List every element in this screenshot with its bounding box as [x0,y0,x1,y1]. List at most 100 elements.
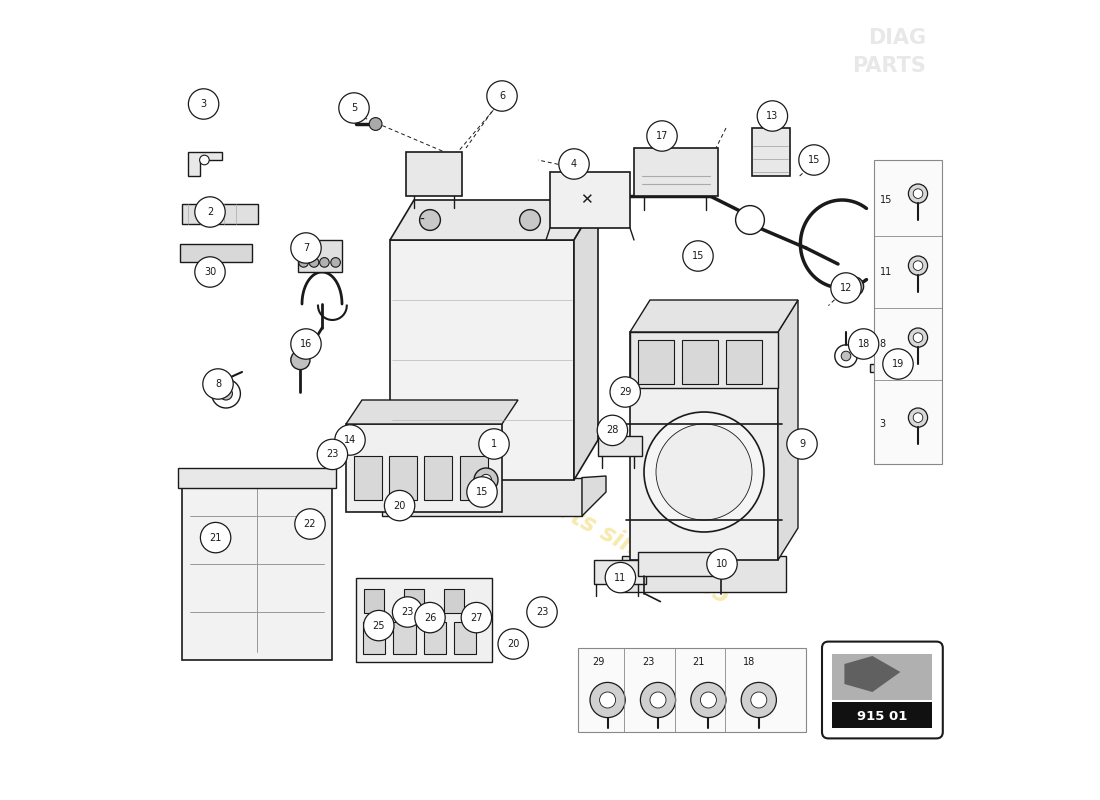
Text: 18: 18 [744,658,756,667]
Text: 18: 18 [858,339,870,349]
Bar [634,148,718,196]
Bar [346,424,502,512]
Circle shape [498,629,528,659]
Circle shape [559,149,590,179]
Circle shape [647,121,678,151]
Polygon shape [870,360,894,372]
Circle shape [656,424,752,520]
Bar [578,648,806,732]
Circle shape [842,351,850,361]
Polygon shape [574,200,598,480]
Circle shape [461,602,492,633]
Bar [354,456,382,500]
Circle shape [202,369,233,399]
Text: 8: 8 [214,379,221,389]
Circle shape [913,189,923,198]
Circle shape [913,413,923,422]
Text: 2: 2 [207,207,213,217]
Bar [180,244,252,262]
Text: ✕: ✕ [580,193,593,207]
Text: 23: 23 [402,607,414,617]
Circle shape [474,468,498,492]
Text: 6: 6 [499,91,505,101]
Bar [406,152,462,196]
Text: 20: 20 [507,639,519,649]
Text: 29: 29 [592,658,604,667]
Text: 11: 11 [880,267,892,277]
Bar [726,340,762,384]
Text: 4: 4 [571,159,578,169]
Circle shape [913,333,923,342]
Text: 16: 16 [300,339,312,349]
Text: 30: 30 [204,267,216,277]
Circle shape [188,89,219,119]
Circle shape [644,412,764,532]
Bar [390,240,574,480]
Bar [594,560,646,584]
Polygon shape [582,476,606,516]
Circle shape [331,258,340,267]
Text: 11: 11 [614,573,627,582]
Text: 17: 17 [656,131,668,141]
Text: 12: 12 [839,283,853,293]
Text: PARTS: PARTS [852,56,926,76]
Circle shape [683,241,713,271]
Circle shape [370,118,382,130]
Text: 1: 1 [491,439,497,449]
Circle shape [600,692,616,708]
Text: 15: 15 [476,487,488,497]
Circle shape [835,345,857,367]
Bar [638,340,674,384]
Bar [405,589,425,613]
Text: 10: 10 [716,559,728,569]
Circle shape [741,682,777,718]
Circle shape [195,257,226,287]
Text: 14: 14 [344,435,356,445]
Circle shape [909,256,927,275]
Bar [874,160,942,464]
Text: DIAG: DIAG [868,28,926,48]
Bar [460,456,487,500]
Text: 20: 20 [394,501,406,510]
Text: a passion for parts since 1985: a passion for parts since 1985 [366,399,734,609]
Circle shape [364,610,394,641]
Bar [182,204,258,224]
Text: 7: 7 [302,243,309,253]
Bar [424,622,446,654]
Text: 26: 26 [424,613,437,622]
Bar [298,240,342,272]
Bar [389,456,417,500]
Circle shape [610,377,640,407]
Circle shape [691,682,726,718]
Bar [630,332,778,388]
Bar [425,456,452,500]
Bar [382,478,582,516]
Circle shape [736,206,764,234]
Circle shape [290,233,321,263]
Bar [393,622,416,654]
Circle shape [220,387,232,400]
Text: 19: 19 [892,359,904,369]
Circle shape [200,522,231,553]
Bar [364,589,384,613]
Circle shape [909,408,927,427]
Text: 13: 13 [767,111,779,121]
Bar [682,340,718,384]
Bar [833,654,933,700]
Circle shape [487,81,517,111]
Circle shape [751,692,767,708]
Circle shape [290,329,321,359]
Circle shape [478,429,509,459]
Bar [550,172,630,228]
Bar [454,622,476,654]
Circle shape [466,477,497,507]
Bar [638,552,730,576]
Circle shape [295,509,326,539]
Circle shape [481,474,492,486]
Circle shape [605,562,636,593]
Text: 3: 3 [200,99,207,109]
Polygon shape [845,656,901,692]
Circle shape [640,682,675,718]
Bar [621,556,786,592]
Polygon shape [390,200,598,240]
